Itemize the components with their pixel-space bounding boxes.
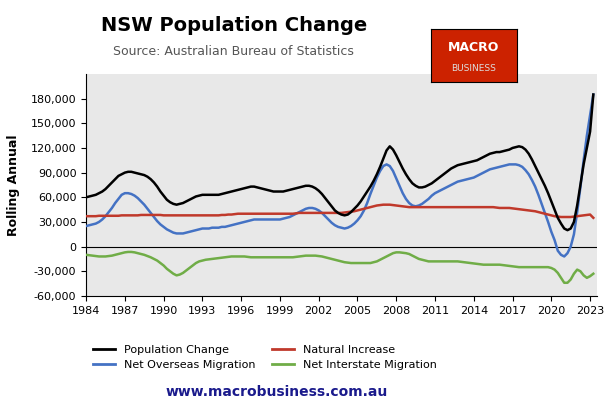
Legend: Population Change, Net Overseas Migration, Natural Increase, Net Interstate Migr: Population Change, Net Overseas Migratio… <box>88 340 442 375</box>
Text: Source: Australian Bureau of Statistics: Source: Australian Bureau of Statistics <box>113 45 354 58</box>
Text: NSW Population Change: NSW Population Change <box>101 16 367 35</box>
Text: MACRO: MACRO <box>448 41 499 54</box>
Text: www.macrobusiness.com.au: www.macrobusiness.com.au <box>165 385 388 399</box>
Y-axis label: Rolling Annual: Rolling Annual <box>7 134 20 236</box>
Text: BUSINESS: BUSINESS <box>451 65 496 73</box>
